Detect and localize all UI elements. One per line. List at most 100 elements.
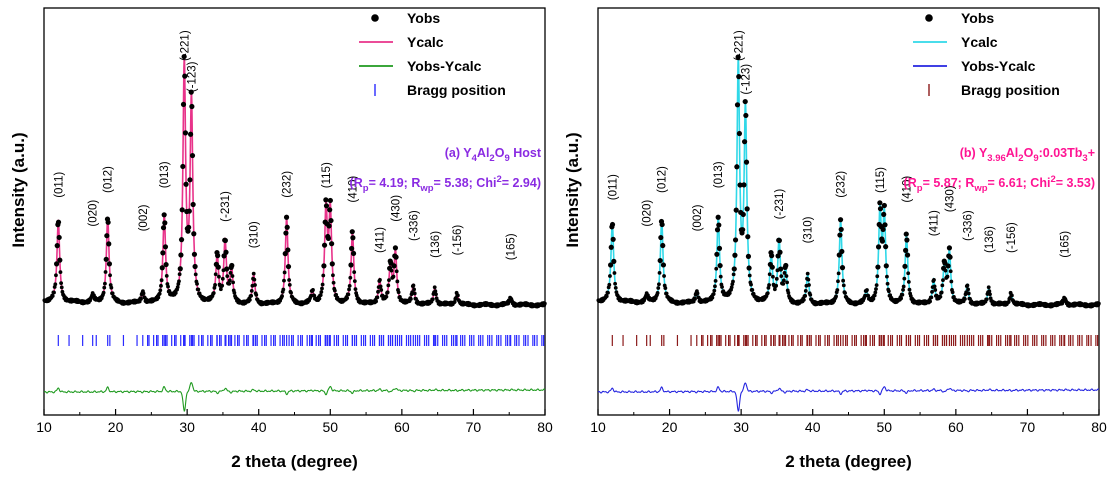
yobs-point — [281, 287, 286, 292]
yobs-point — [350, 235, 356, 241]
yobs-point — [101, 290, 106, 295]
yobs-point — [432, 285, 437, 290]
yobs-point — [765, 291, 770, 296]
yobs-point — [223, 249, 229, 255]
yobs-points — [596, 54, 1101, 309]
peak-label: (165) — [1060, 231, 1072, 258]
yobs-point — [663, 286, 668, 290]
yobs-point — [713, 284, 717, 289]
yobs-point — [227, 281, 232, 286]
peak-label: (012) — [103, 166, 115, 193]
yobs-point — [885, 281, 890, 286]
yobs-point — [253, 283, 257, 287]
yobs-point — [803, 288, 808, 293]
yobs-point — [777, 249, 783, 255]
yobs-point — [740, 227, 746, 233]
yobs-point — [841, 278, 846, 283]
yobs-point — [693, 297, 697, 301]
x-axis-title: 2 theta (degree) — [231, 452, 358, 471]
yobs-point — [881, 202, 887, 209]
peak-label: (-221) — [179, 30, 191, 61]
x-tick-label: 70 — [1020, 419, 1036, 435]
yobs-point — [434, 292, 438, 297]
yobs-point — [779, 274, 784, 279]
yobs-point — [843, 291, 847, 295]
yobs-point — [347, 284, 352, 288]
yobs-point — [378, 277, 382, 282]
yobs-point — [962, 297, 967, 301]
yobs-point — [160, 250, 166, 256]
yobs-point — [741, 182, 747, 188]
yobs-point — [317, 296, 322, 301]
yobs-point — [837, 232, 843, 238]
yobs-point — [710, 295, 715, 300]
yobs-point — [218, 287, 223, 292]
yobs-point — [328, 217, 334, 224]
x-tick-label: 60 — [394, 419, 410, 435]
yobs-point — [395, 279, 400, 284]
yobs-point — [254, 292, 259, 297]
yobs-point — [608, 244, 614, 250]
annotation-fit-stats: (Rp= 5.87; Rwp= 6.61; Chi2= 3.53) — [904, 174, 1095, 194]
yobs-point — [392, 245, 399, 251]
yobs-point — [391, 263, 397, 269]
yobs-point — [866, 293, 871, 298]
yobs-point — [320, 282, 325, 287]
yobs-point — [321, 263, 327, 269]
yobs-point — [655, 291, 660, 295]
yobs-point — [875, 264, 881, 270]
yobs-point — [906, 271, 911, 276]
yobs-point — [945, 263, 951, 269]
yobs-point — [877, 200, 883, 206]
yobs-point — [375, 295, 380, 300]
yobs-point — [834, 294, 838, 299]
yobs-point — [737, 182, 743, 188]
yobs-point — [1006, 299, 1011, 304]
yobs-point — [744, 206, 750, 212]
yobs-point — [945, 274, 950, 279]
yobs-point — [50, 294, 55, 298]
y-axis-title: Intensity (a.u.) — [563, 132, 582, 247]
yobs-point — [899, 296, 904, 301]
yobs-point — [232, 290, 237, 295]
x-axis-title: 2 theta (degree) — [785, 452, 912, 471]
yobs-point — [348, 275, 353, 280]
x-tick-label: 80 — [537, 419, 553, 435]
yobs-point — [836, 271, 841, 276]
peak-label: (020) — [642, 200, 654, 227]
yobs-point — [769, 264, 775, 270]
yobs-point — [102, 285, 107, 290]
x-tick-label: 30 — [179, 419, 195, 435]
yobs-point — [767, 272, 772, 277]
yobs-point — [746, 265, 752, 271]
yobs-point — [658, 234, 664, 241]
yobs-point — [784, 274, 789, 278]
yobs-point — [1096, 301, 1101, 306]
yobs-point — [880, 226, 886, 233]
yobs-point — [984, 297, 989, 302]
yobs-point — [747, 273, 752, 278]
yobs-point — [224, 266, 230, 272]
yobs-point — [771, 274, 775, 279]
yobs-point — [456, 293, 460, 298]
yobs-point — [196, 287, 201, 292]
yobs-point — [159, 283, 163, 288]
yobs-point — [714, 251, 720, 257]
yobs-point — [660, 242, 666, 249]
yobs-point — [412, 291, 417, 296]
yobs-point — [228, 271, 233, 275]
peak-label: (002) — [692, 204, 704, 231]
yobs-point — [610, 236, 616, 242]
yobs-point — [185, 228, 191, 234]
yobs-point — [319, 290, 324, 294]
yobs-point — [177, 279, 181, 284]
yobs-point — [175, 285, 180, 289]
peak-label: (232) — [836, 171, 848, 198]
peak-label: (115) — [875, 167, 887, 193]
peak-label: (012) — [657, 166, 669, 193]
yobs-point — [318, 293, 323, 298]
yobs-point — [378, 284, 383, 289]
yobs-point — [331, 280, 336, 285]
yobs-point — [195, 281, 199, 286]
yobs-point — [345, 296, 350, 300]
